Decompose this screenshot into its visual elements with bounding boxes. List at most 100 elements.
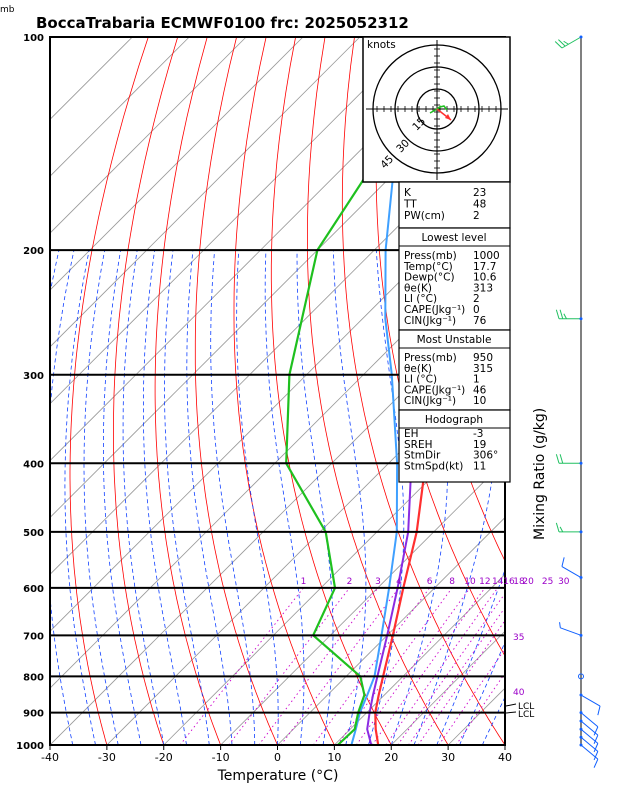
mixing-label-40: 40 <box>513 688 525 698</box>
lowest_level-value: 2 <box>473 293 480 305</box>
hodograph_stats-label: StmDir <box>404 450 441 462</box>
wind-barb-flag <box>555 309 560 319</box>
dry-adiabat <box>531 37 618 745</box>
moist-adiabat <box>333 250 367 745</box>
storm-motion-arrowhead <box>445 114 451 120</box>
mixing-ratio-label: 3 <box>375 577 381 587</box>
indices-value: 23 <box>473 187 486 199</box>
hodograph_stats-label: SREH <box>404 439 433 451</box>
hodograph_stats-value: 306° <box>473 450 498 462</box>
hodograph-stats-rows: EH -3 SREH 19 StmDir 306° StmSpd(kt) 11 <box>404 428 498 472</box>
dry-adiabat <box>154 37 221 745</box>
wind-barb-flag <box>559 622 561 628</box>
lowest_level-label: CIN(Jkg⁻¹) <box>404 315 456 327</box>
dry-adiabat <box>194 37 278 745</box>
wind-barb-dot <box>579 743 583 747</box>
moist-adiabat <box>296 250 334 745</box>
mixing-ratio-line <box>313 587 430 745</box>
indices-label: K <box>404 187 412 199</box>
virtual-temperature-line <box>350 92 408 745</box>
dry-adiabat <box>113 37 179 745</box>
lcl-marker-lower <box>505 711 517 714</box>
wind-barb-flag <box>554 41 563 49</box>
wind-barb-dot <box>579 317 583 321</box>
pressure-tick-label: 500 <box>23 528 44 539</box>
moist-adiabat <box>83 250 119 745</box>
mixing-ratio-label: 18 <box>513 577 525 587</box>
lowest_level-label: Temp(°C) <box>403 261 453 273</box>
indices-rows: K 23 TT 48 PW(cm) 2 <box>403 187 486 222</box>
mixing-ratio-label: 8 <box>449 577 455 587</box>
mixing-ratio-label: 16 <box>503 577 515 587</box>
wind-barb-staff <box>580 694 601 707</box>
wind-barb-flag <box>558 39 566 47</box>
wind-barb-flag <box>593 734 599 744</box>
isotherm-line <box>50 232 505 689</box>
lcl-label-upper: LCL <box>518 702 534 712</box>
isotherm-line <box>50 37 474 462</box>
temperature-tick-label: -30 <box>98 751 116 764</box>
wind-barb-flag <box>559 454 564 464</box>
pressure-tick-label: 700 <box>23 631 44 642</box>
isotherm-line <box>220 460 505 745</box>
lowest-level-panel: Lowest level Press(mb) 1000 Temp(°C) 17.7 De… <box>398 227 511 331</box>
wind-barb-flag <box>563 40 569 45</box>
moist-adiabat <box>103 250 142 745</box>
temperature-tick-label: -20 <box>155 751 173 764</box>
isotherm-line <box>50 289 505 745</box>
mixing-ratio-label: 10 <box>464 577 476 587</box>
hodograph-axis-ticks <box>376 48 497 169</box>
dry-adiabat <box>561 37 618 745</box>
mixing-ratio-label: 20 <box>522 577 534 587</box>
most_unstable-label: CAPE(Jkg⁻¹) <box>404 384 465 396</box>
indices-value: 48 <box>473 199 486 211</box>
mixing-ratio-label: 4 <box>396 577 402 587</box>
temperature-tick-label: 40 <box>498 751 512 764</box>
moist-adiabat <box>64 250 96 745</box>
lowest-level-header: Lowest level <box>421 232 486 244</box>
most_unstable-value: 950 <box>473 352 493 364</box>
hodograph-stats-box <box>398 409 511 483</box>
pressure-tick-label: 300 <box>23 371 44 382</box>
most_unstable-value: 10 <box>473 395 486 407</box>
isotherm-line <box>50 37 304 291</box>
wind-barb-dot <box>579 461 583 465</box>
mixing-label-35: 35 <box>513 633 524 643</box>
lowest_level-label: Press(mb) <box>404 250 457 262</box>
temperature-tick-labels: -40 -30 -20 -10 0 10 20 30 40 <box>41 745 512 764</box>
mixing-ratio-label: 14 <box>492 577 504 587</box>
wind-barb-flag <box>555 454 560 464</box>
wind-barb-flag <box>593 726 599 736</box>
wind-barb-dot <box>579 530 583 534</box>
hodograph-stats-header: Hodograph <box>425 414 483 426</box>
isotherm-line <box>163 403 505 745</box>
isotherm-line <box>50 175 505 632</box>
wind-barb-flag <box>559 526 564 533</box>
pressure-tick-label: 900 <box>23 709 44 720</box>
hodograph_stats-label: EH <box>404 428 419 440</box>
wind-barb-staff <box>560 627 582 636</box>
mixing-ratio-label: 12 <box>479 577 490 587</box>
moist-adiabat <box>186 250 233 745</box>
temperature-tick-label: 30 <box>441 751 455 764</box>
mixing-ratio-label: 30 <box>558 577 570 587</box>
hodograph-stats-panel: Hodograph EH -3 SREH 19 StmDir 306° StmSpd(kt)… <box>398 409 511 483</box>
isotherm-line <box>50 37 133 120</box>
hodograph_stats-value: -3 <box>473 428 483 440</box>
isotherm-line <box>50 37 361 348</box>
wind-barb-flag <box>597 705 601 716</box>
pressure-tick-label: 800 <box>23 672 44 683</box>
background-lines <box>50 37 618 745</box>
dry-adiabat <box>590 37 618 745</box>
wind-barb-dot <box>579 35 583 39</box>
dry-adiabat <box>375 37 505 657</box>
wind-barb-dot <box>579 576 583 580</box>
wind-barb-dot <box>579 727 583 731</box>
moist-adiabat <box>264 250 305 745</box>
chart-title: BoccaTrabaria ECMWF0100 frc: 2025052312 <box>36 14 409 32</box>
dry-adiabat <box>233 37 335 745</box>
lowest_level-label: Dewp(°C) <box>404 272 455 284</box>
wind-barb-flag <box>555 522 560 533</box>
lowest-level-rows: Press(mb) 1000 Temp(°C) 17.7 Dewp(°C) 10.6 θe(… <box>403 250 500 327</box>
